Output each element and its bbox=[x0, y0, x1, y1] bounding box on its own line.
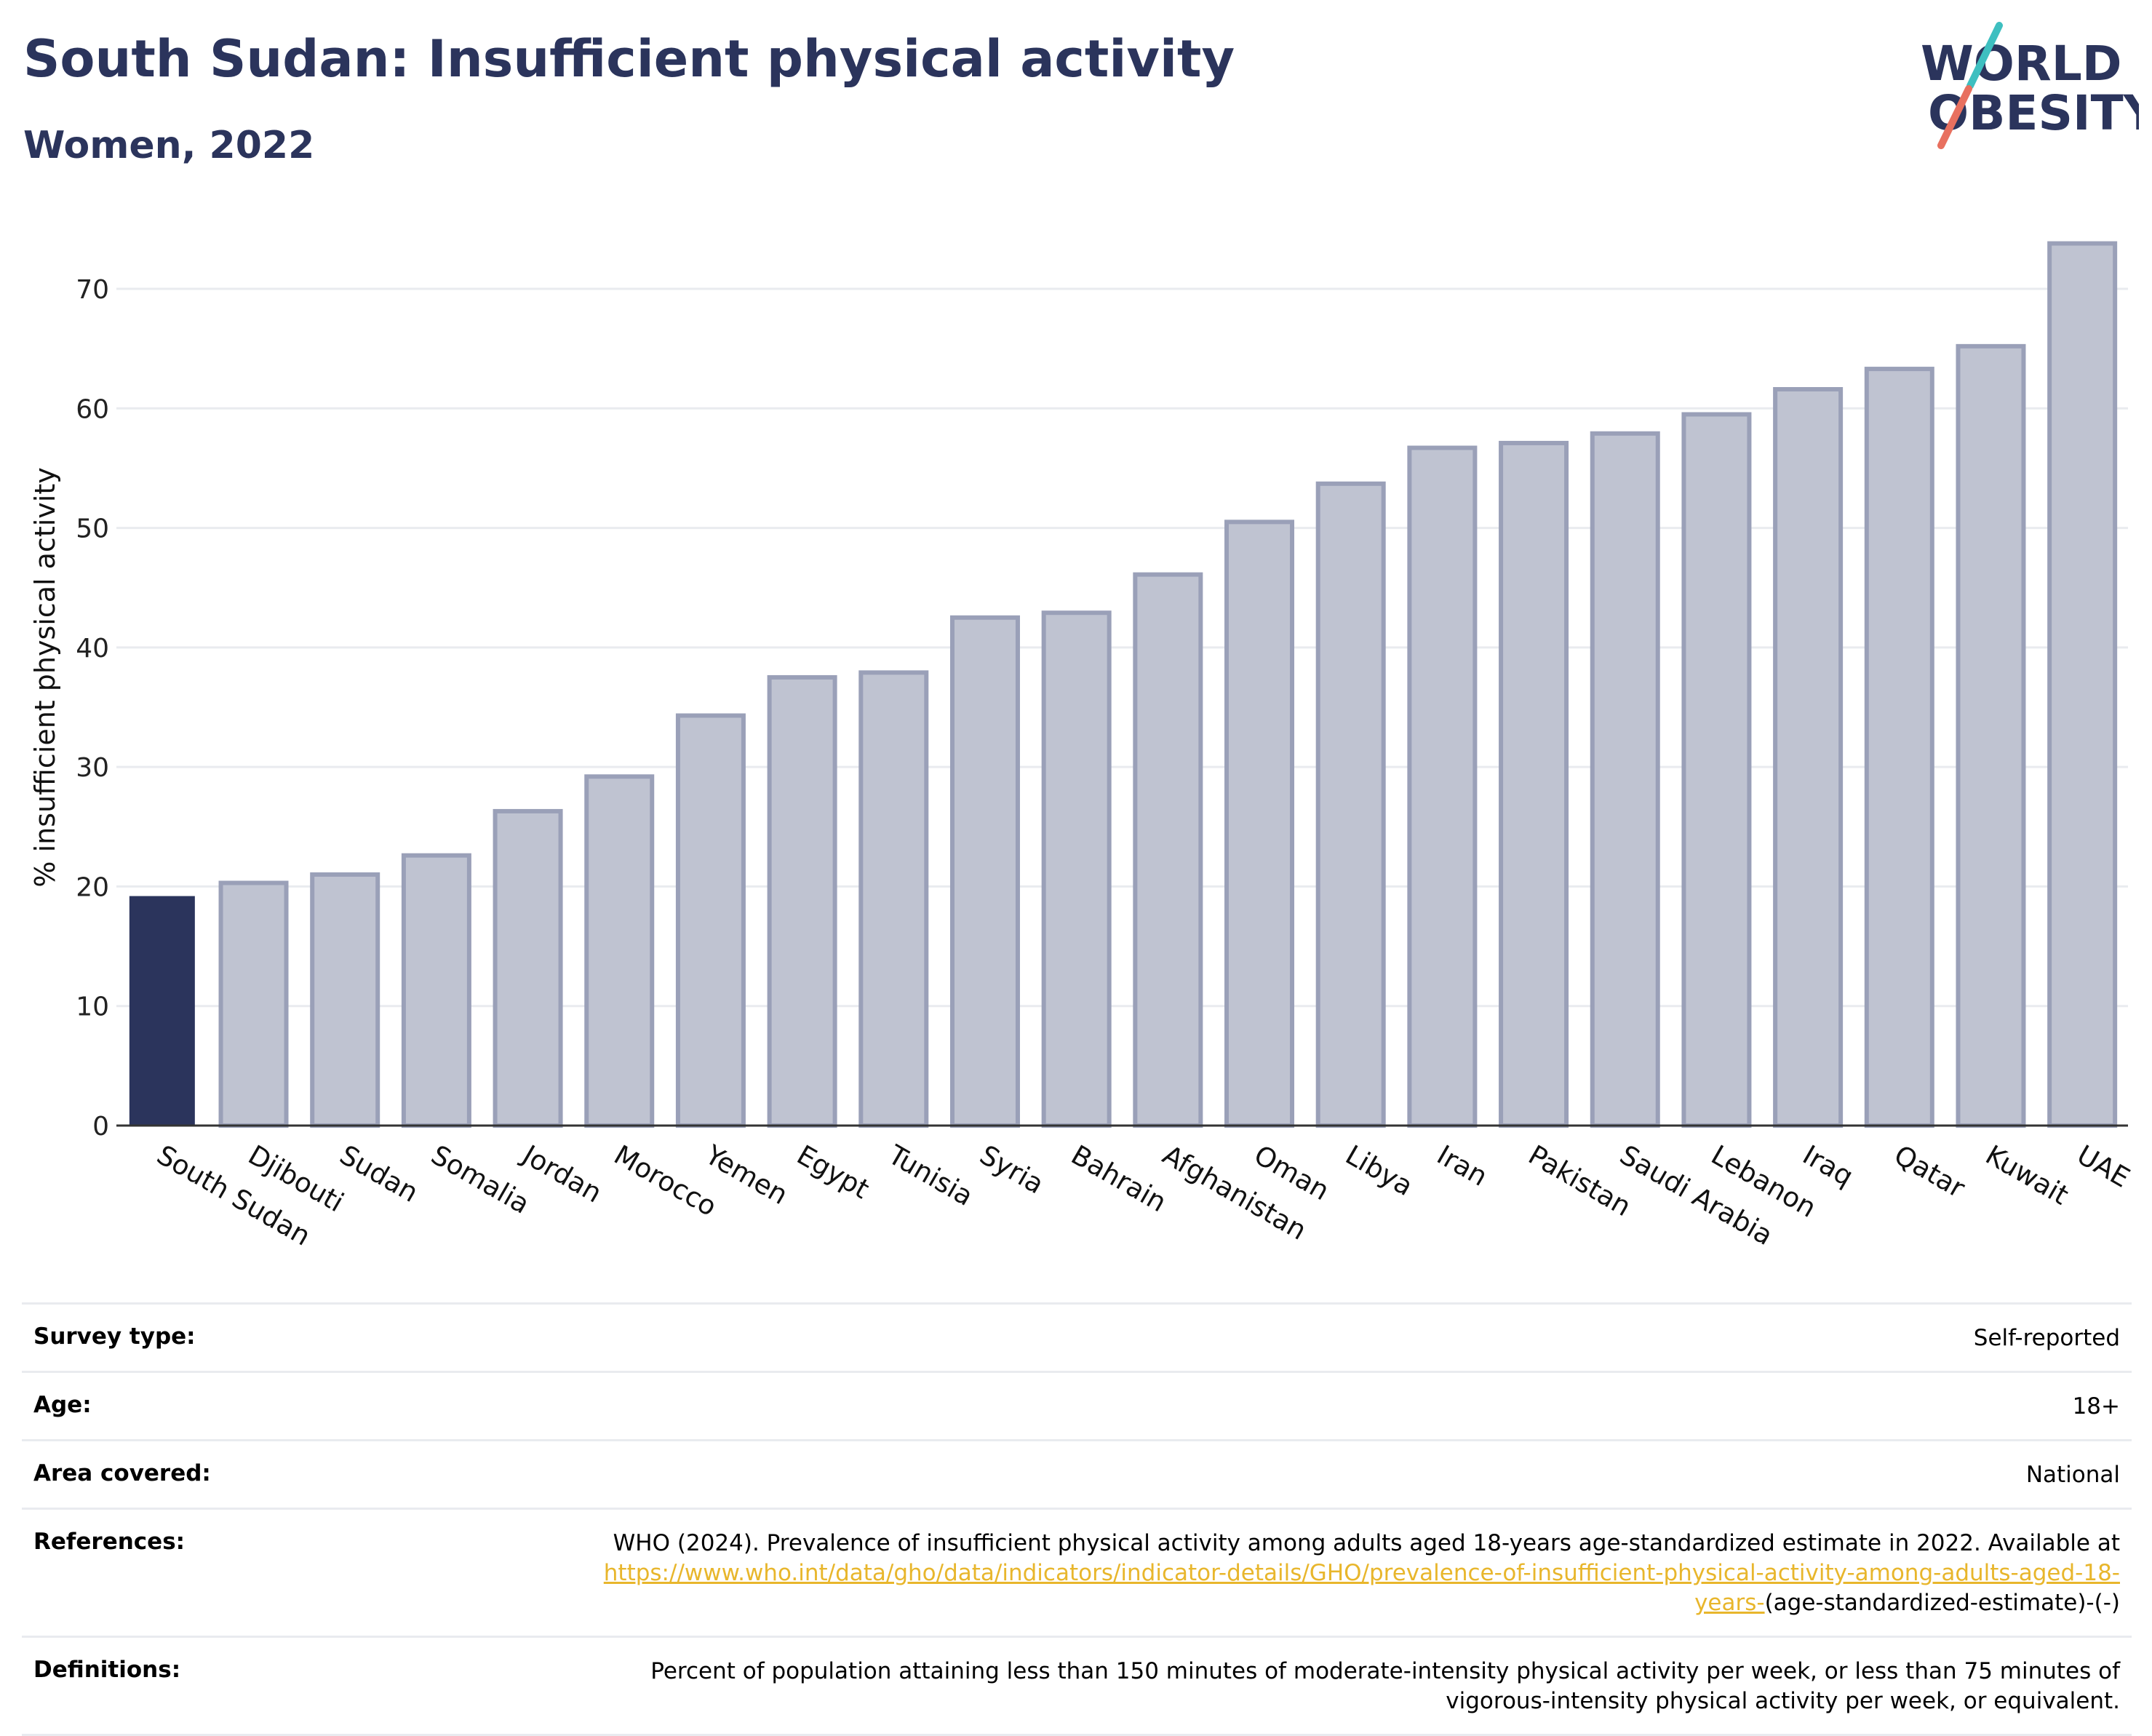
bar-chart: 0 10 20 30 40 50 60 70 South SudanDjiboutiSudan… bbox=[29, 241, 2135, 1252]
y-tick-label: 50 bbox=[76, 514, 109, 544]
bar-lebanon bbox=[1681, 412, 1752, 1128]
y-tick-label: 10 bbox=[76, 992, 109, 1022]
logo-word-world: WORLD bbox=[1921, 36, 2122, 92]
area-row: Area covered: National bbox=[22, 1439, 2132, 1508]
references-label: References: bbox=[33, 1529, 186, 1555]
bar-djibouti bbox=[218, 880, 289, 1128]
bar-afghanistan bbox=[1133, 572, 1203, 1128]
age-row: Age: 18+ bbox=[22, 1371, 2132, 1439]
x-tick-label: Bahrain bbox=[1066, 1139, 1171, 1219]
x-tick-label: Syria bbox=[974, 1139, 1049, 1201]
y-tick-label: 60 bbox=[76, 394, 109, 424]
y-tick-label: 20 bbox=[76, 872, 109, 902]
bar-sudan bbox=[310, 872, 380, 1128]
area-value: National bbox=[2025, 1462, 2120, 1488]
area-label: Area covered: bbox=[33, 1460, 211, 1486]
x-tick-label: Egypt bbox=[792, 1139, 874, 1206]
survey-type-row: Survey type: Self-reported bbox=[22, 1302, 2132, 1371]
x-tick-label: Morocco bbox=[609, 1139, 722, 1223]
bar-oman bbox=[1224, 519, 1295, 1128]
bar-morocco bbox=[584, 774, 655, 1128]
bar-iraq bbox=[1773, 387, 1844, 1128]
references-text: WHO (2024). Prevalence of insufficient p… bbox=[613, 1530, 2120, 1556]
bar-qatar bbox=[1864, 367, 1934, 1128]
x-tick-label: Iraq bbox=[1798, 1139, 1859, 1192]
x-tick-label: Saudi Arabia bbox=[1614, 1139, 1778, 1252]
x-tick-label: Somalia bbox=[426, 1139, 535, 1220]
bar-jordan bbox=[493, 808, 563, 1128]
bar-tunisia bbox=[858, 670, 929, 1128]
bar-libya bbox=[1315, 481, 1386, 1128]
bar-saudi-arabia bbox=[1590, 431, 1660, 1128]
x-tick-label: Libya bbox=[1340, 1139, 1418, 1203]
bar-egypt bbox=[767, 674, 837, 1128]
y-tick-label: 70 bbox=[76, 275, 109, 305]
references-value: WHO (2024). Prevalence of insufficient p… bbox=[556, 1529, 2120, 1618]
y-tick-label: 30 bbox=[76, 753, 109, 783]
bar-bahrain bbox=[1041, 610, 1112, 1128]
y-axis-title: % insufficient physical activity bbox=[29, 467, 61, 887]
survey-type-label: Survey type: bbox=[33, 1323, 196, 1350]
bars bbox=[129, 241, 2118, 1128]
bar-syria bbox=[949, 615, 1020, 1128]
bar-kuwait bbox=[1956, 343, 2026, 1128]
references-suffix: (age-standardized-estimate)-(-) bbox=[1764, 1590, 2120, 1616]
logo-slash-teal bbox=[1966, 22, 2003, 89]
bar-pakistan bbox=[1499, 440, 1569, 1128]
references-link[interactable]: https://www.who.int/data/gho/data/indica… bbox=[603, 1560, 2120, 1616]
world-obesity-logo: WORLD OBESITY bbox=[1921, 22, 2139, 149]
definitions-label: Definitions: bbox=[33, 1657, 181, 1683]
chart-subtitle: Women, 2022 bbox=[23, 124, 315, 167]
x-tick-label: Kuwait bbox=[1980, 1139, 2074, 1211]
definitions-row: Definitions: Percent of population attai… bbox=[22, 1636, 2132, 1736]
x-tick-label: Sudan bbox=[335, 1139, 423, 1209]
bar-iran bbox=[1407, 445, 1478, 1128]
x-tick-label: Qatar bbox=[1889, 1139, 1970, 1205]
bar-somalia bbox=[401, 853, 471, 1128]
y-tick-label: 40 bbox=[76, 634, 109, 664]
x-tick-label: Tunisia bbox=[882, 1139, 979, 1212]
bar-uae bbox=[2047, 241, 2118, 1128]
x-tick-label: UAE bbox=[2072, 1139, 2135, 1194]
age-label: Age: bbox=[33, 1392, 92, 1418]
y-axis-ticks: 0 10 20 30 40 50 60 70 bbox=[76, 275, 109, 1142]
logo-slash-coral bbox=[1937, 85, 1972, 149]
info-table: Survey type: Self-reported Age: 18+ Area… bbox=[22, 1302, 2132, 1736]
bar-south-sudan bbox=[129, 896, 195, 1126]
bar-yemen bbox=[675, 713, 746, 1128]
y-tick-label: 0 bbox=[92, 1112, 109, 1142]
x-tick-label: Iran bbox=[1432, 1139, 1493, 1192]
references-row: References: WHO (2024). Prevalence of in… bbox=[22, 1508, 2132, 1636]
x-tick-label: Pakistan bbox=[1523, 1139, 1637, 1223]
definitions-value: Percent of population attaining less tha… bbox=[650, 1658, 2120, 1714]
age-value: 18+ bbox=[2072, 1393, 2120, 1420]
x-tick-label: South Sudan bbox=[151, 1139, 316, 1252]
survey-type-value: Self-reported bbox=[1973, 1325, 2120, 1351]
chart-title: South Sudan: Insufficient physical activ… bbox=[23, 29, 1235, 89]
